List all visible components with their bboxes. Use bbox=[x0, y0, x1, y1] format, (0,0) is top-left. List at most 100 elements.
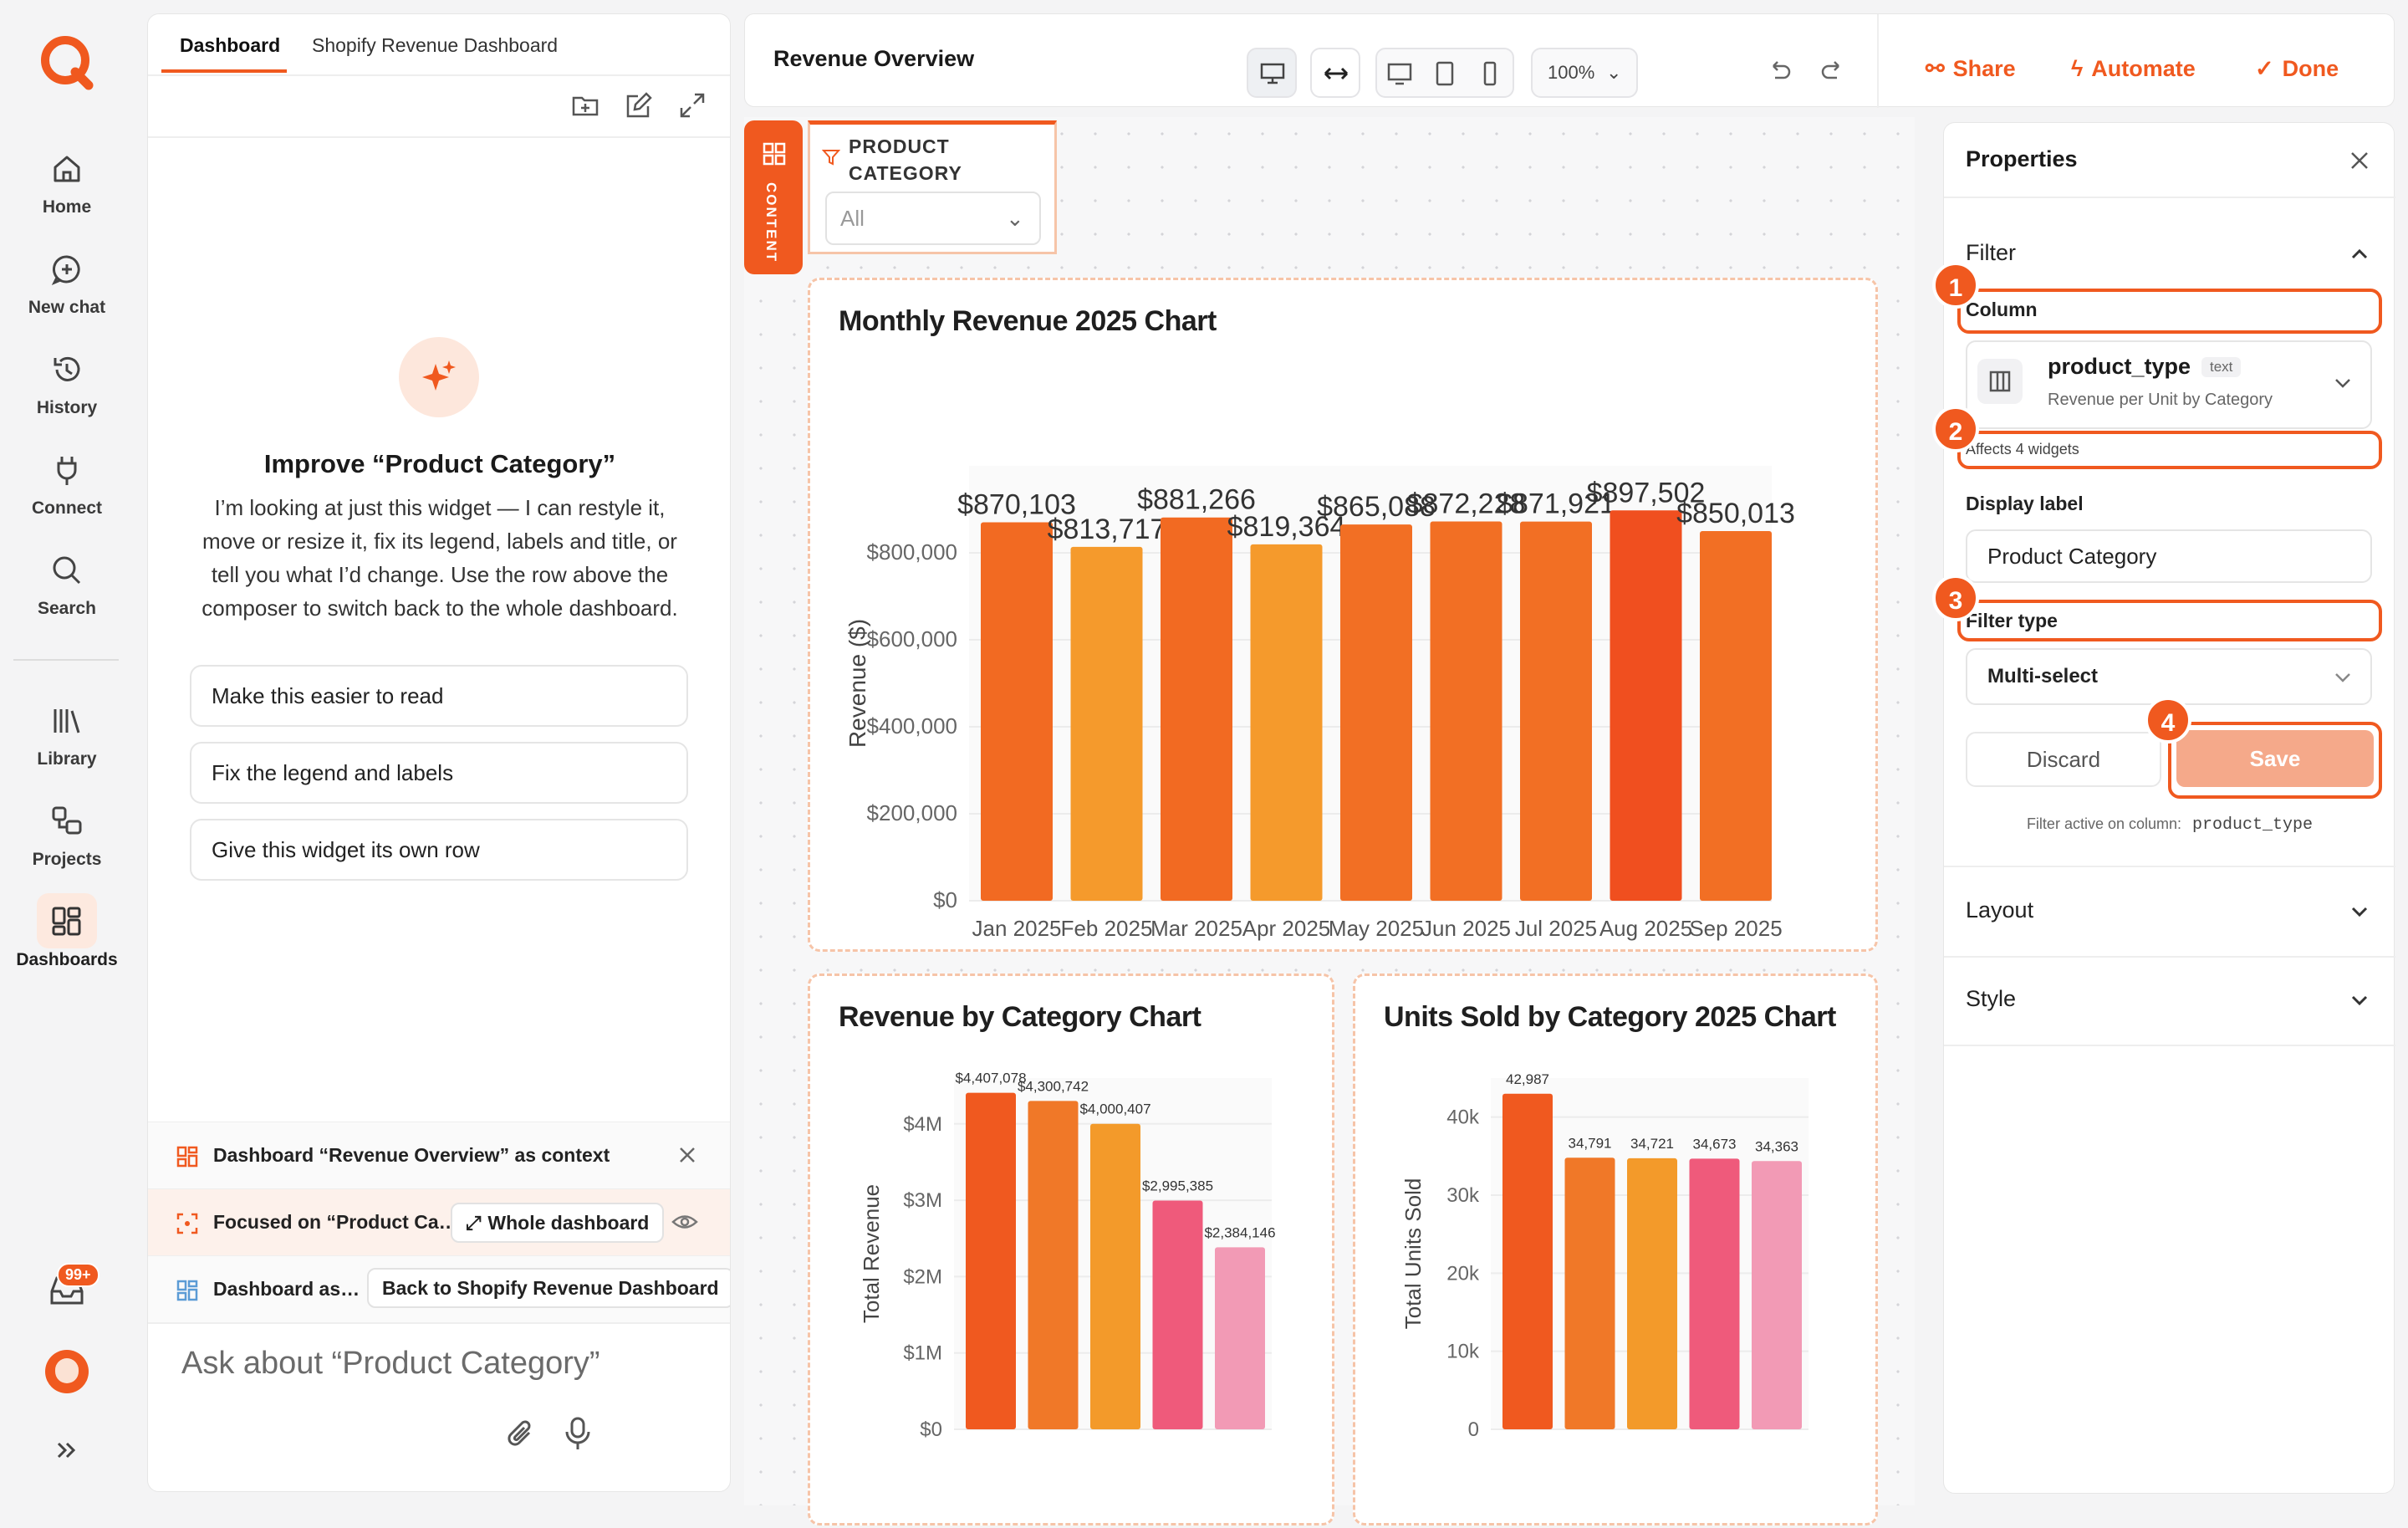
data-label: $819,364 bbox=[1227, 511, 1346, 543]
content-tab[interactable]: CONTENT bbox=[744, 120, 803, 274]
toolbar-separator bbox=[1877, 14, 1879, 108]
composer-divider bbox=[148, 1322, 730, 1324]
data-label: 34,791 bbox=[1569, 1135, 1612, 1151]
new-folder-icon[interactable] bbox=[571, 91, 599, 120]
monthly-revenue-title: Monthly Revenue 2025 Chart bbox=[839, 305, 1217, 337]
filter-type-select[interactable]: Multi-select bbox=[1966, 648, 2372, 705]
properties-divider bbox=[1944, 197, 2395, 198]
marker-1: 1 bbox=[1932, 262, 1979, 309]
back-to-shopify-button[interactable]: Back to Shopify Revenue Dashboard bbox=[367, 1268, 730, 1308]
tab-dashboard[interactable]: Dashboard bbox=[180, 34, 281, 56]
y-tick-label: $200,000 bbox=[867, 800, 957, 825]
chevron-down-icon bbox=[2332, 667, 2354, 688]
microphone-icon[interactable] bbox=[561, 1416, 594, 1451]
expand-nav-icon[interactable] bbox=[54, 1437, 80, 1464]
filter-widget[interactable]: PRODUCT CATEGORY All ⌄ bbox=[808, 120, 1057, 254]
redo-icon[interactable] bbox=[1819, 56, 1847, 84]
nav-dashboards-label: Dashboards bbox=[16, 950, 118, 969]
filter-select-value: All bbox=[840, 206, 865, 231]
display-label-input[interactable]: Product Category bbox=[1966, 529, 2372, 583]
present-button[interactable] bbox=[1247, 48, 1297, 98]
discard-button[interactable]: Discard bbox=[1966, 732, 2161, 787]
tablet-icon[interactable] bbox=[1431, 59, 1459, 88]
dashboard-back-icon bbox=[176, 1280, 198, 1301]
suggestion-fix-legend[interactable]: Fix the legend and labels bbox=[190, 742, 688, 804]
nav-search[interactable]: Search bbox=[0, 554, 134, 619]
bar bbox=[1610, 510, 1682, 901]
units-sold-widget[interactable]: Units Sold by Category 2025 Chart 0 10k 20… bbox=[1353, 974, 1878, 1525]
nav-history[interactable]: History bbox=[0, 353, 134, 418]
done-button[interactable]: ✓ Done bbox=[2255, 56, 2339, 82]
chevron-down-icon: ⌄ bbox=[1606, 62, 1622, 83]
column-select[interactable]: product_type text Revenue per Unit by Ca… bbox=[1966, 340, 2372, 429]
close-context-icon[interactable] bbox=[676, 1144, 698, 1166]
expand-icon[interactable] bbox=[678, 91, 707, 120]
nav-dashboards[interactable]: Dashboards bbox=[0, 905, 134, 970]
dashboard-context-icon bbox=[176, 1146, 198, 1168]
nav-home[interactable]: Home bbox=[0, 152, 134, 217]
column-type-badge: text bbox=[2201, 357, 2242, 377]
new-chat-icon bbox=[0, 253, 134, 286]
y-tick-label: 40k bbox=[1446, 1106, 1480, 1129]
style-divider-top bbox=[1944, 956, 2395, 958]
arrows-expand-icon: ⤢ bbox=[466, 1212, 482, 1234]
layout-section-header[interactable]: Layout bbox=[1966, 897, 2034, 922]
data-label: 42,987 bbox=[1506, 1071, 1549, 1087]
style-section-header[interactable]: Style bbox=[1966, 986, 2017, 1011]
undo-icon[interactable] bbox=[1765, 56, 1793, 84]
automate-button[interactable]: ϟ Automate bbox=[2071, 56, 2196, 82]
share-button[interactable]: ⚯ Share bbox=[1926, 56, 2016, 82]
whole-dashboard-button[interactable]: ⤢ Whole dashboard bbox=[451, 1203, 665, 1243]
automate-label: Automate bbox=[2091, 56, 2196, 81]
tab-shopify-revenue[interactable]: Shopify Revenue Dashboard bbox=[312, 34, 559, 56]
history-icon bbox=[0, 353, 134, 386]
suggestion-easier-read[interactable]: Make this easier to read bbox=[190, 665, 688, 727]
x-tick-label: Aug 2025 bbox=[1599, 916, 1692, 941]
filter-section-header[interactable]: Filter bbox=[1966, 240, 2016, 265]
nav-library-label: Library bbox=[37, 749, 97, 769]
nav-projects-label: Projects bbox=[32, 850, 102, 869]
context-dashboard-text: Dashboard “Revenue Overview” as context bbox=[213, 1144, 610, 1166]
data-label: $872,228 bbox=[1407, 488, 1526, 519]
filter-select[interactable]: All ⌄ bbox=[825, 192, 1041, 245]
mobile-icon[interactable] bbox=[1476, 59, 1504, 88]
close-icon[interactable] bbox=[2349, 150, 2370, 171]
data-label: $4,407,078 bbox=[955, 1071, 1026, 1086]
nav-new-chat[interactable]: New chat bbox=[0, 253, 134, 318]
eye-icon[interactable] bbox=[671, 1209, 698, 1234]
lightning-icon: ϟ bbox=[2071, 56, 2084, 81]
dashboard-title[interactable]: Revenue Overview bbox=[773, 46, 975, 71]
revenue-by-category-widget[interactable]: Revenue by Category Chart $0 $1M $2M $3M $4M… bbox=[808, 974, 1334, 1525]
desktop-icon[interactable] bbox=[1385, 59, 1414, 88]
revenue-by-category-chart: $0 $1M $2M $3M $4M $4,407,078$4,300,742 $4,000… bbox=[859, 1071, 1276, 1441]
nav-library[interactable]: Library bbox=[0, 704, 134, 769]
chevron-up-icon[interactable] bbox=[2349, 243, 2370, 265]
sparkle-icon bbox=[399, 337, 479, 417]
chevron-down-icon[interactable] bbox=[2349, 989, 2370, 1011]
filter-active-note: Filter active on column: product_type bbox=[1944, 815, 2395, 835]
nav-connect[interactable]: Connect bbox=[0, 453, 134, 519]
y-tick-label: $4M bbox=[903, 1113, 942, 1136]
bar bbox=[1564, 1157, 1615, 1429]
home-icon bbox=[0, 152, 134, 186]
y-axis-title: Revenue ($) bbox=[844, 619, 870, 748]
whole-dashboard-label: Whole dashboard bbox=[487, 1212, 650, 1234]
y-tick-label: $0 bbox=[920, 1418, 942, 1441]
attach-icon[interactable] bbox=[504, 1418, 538, 1451]
app-logo[interactable] bbox=[37, 32, 97, 92]
chevron-down-icon[interactable] bbox=[2349, 901, 2370, 922]
monthly-revenue-widget[interactable]: Monthly Revenue 2025 Chart $0 $200,000 $40… bbox=[808, 278, 1878, 952]
bar bbox=[1090, 1123, 1140, 1429]
suggestion-own-row[interactable]: Give this widget its own row bbox=[190, 819, 688, 881]
composer-input[interactable]: Ask about “Product Category” bbox=[181, 1346, 600, 1381]
x-tick-label: Jan 2025 bbox=[972, 916, 1062, 941]
column-icon bbox=[1977, 359, 2023, 404]
zoom-select[interactable]: 100% ⌄ bbox=[1531, 48, 1638, 98]
edit-icon[interactable] bbox=[625, 91, 653, 120]
nav-active-bg bbox=[37, 893, 97, 948]
nav-projects[interactable]: Projects bbox=[0, 805, 134, 870]
save-button[interactable]: Save bbox=[2176, 730, 2374, 787]
inbox-button[interactable]: 99+ bbox=[48, 1263, 99, 1306]
fit-width-button[interactable] bbox=[1310, 48, 1360, 98]
avatar[interactable] bbox=[45, 1350, 89, 1393]
